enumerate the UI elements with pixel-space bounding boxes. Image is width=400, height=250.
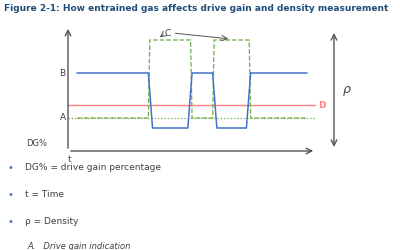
Text: ρ = Density: ρ = Density	[25, 217, 79, 226]
Text: Figure 2-1: How entrained gas affects drive gain and density measurement: Figure 2-1: How entrained gas affects dr…	[4, 4, 388, 13]
Text: C: C	[164, 29, 171, 38]
Text: D: D	[318, 100, 326, 110]
Text: B: B	[60, 68, 66, 78]
Text: DG%: DG%	[26, 138, 47, 147]
Text: A.   Drive gain indication: A. Drive gain indication	[27, 242, 131, 250]
Text: A: A	[60, 114, 66, 122]
Text: t = Time: t = Time	[25, 190, 64, 199]
Text: •: •	[8, 163, 14, 173]
Text: t: t	[67, 155, 71, 164]
Text: DG% = drive gain percentage: DG% = drive gain percentage	[25, 163, 161, 172]
Text: •: •	[8, 217, 14, 227]
Text: •: •	[8, 190, 14, 200]
Text: ρ: ρ	[343, 84, 351, 96]
